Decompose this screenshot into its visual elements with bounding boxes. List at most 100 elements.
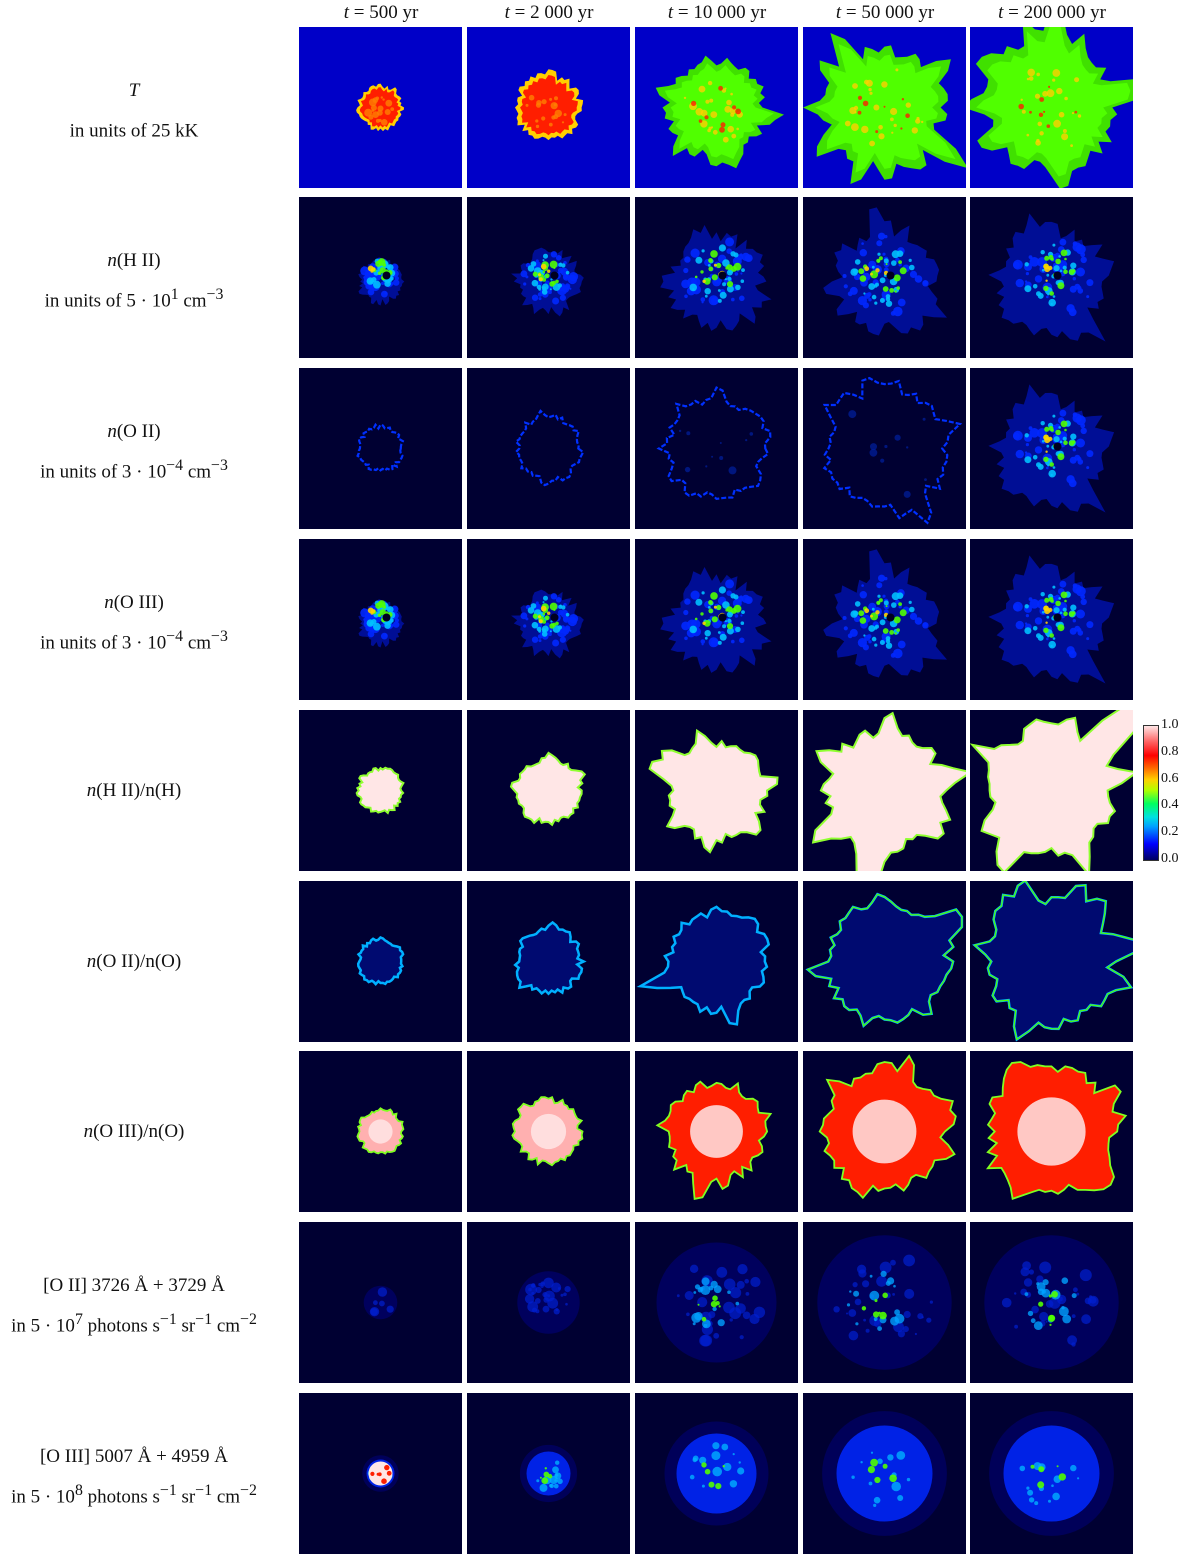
map-panel-r2-c4 [970,368,1133,529]
row-label-6: n(O III)/n(O) [0,1115,268,1149]
map-panel-r4-c3 [803,710,966,871]
column-header-value: = 200 000 yr [1003,2,1106,23]
colorbar-tick: 1.0 [1161,717,1179,732]
row-label-line1: [O II] 3726 Å + 3729 Å [0,1269,268,1303]
map-panel-r1-c2 [635,197,798,358]
units-text-a: in units of 3 · 10 [40,460,167,482]
map-panel-r3-c0 [299,539,462,700]
map-panel-r0-c2 [635,27,798,188]
row-label-line1: n(O II) [0,415,268,449]
units-text-b: cm [183,460,212,482]
row-label-2: n(O II) in units of 3 · 10−4 cm−3 [0,415,268,489]
row-label-symbol: n [86,779,97,801]
row-label-line1: n(O III)/n(O) [0,1115,268,1149]
row-label-units: in 5 · 107 photons s−1 sr−1 cm−2 [0,1303,268,1343]
units-exp-a: 7 [74,1310,83,1328]
column-header-4: t = 200 000 yr [970,2,1134,24]
map-panel-r5-c2 [635,881,798,1042]
column-header-value: = 10 000 yr [673,2,767,23]
map-panel-r2-c3 [803,368,966,529]
map-panel-r8-c1 [467,1393,630,1554]
column-header-var: t [343,2,349,23]
map-panel-r0-c1 [467,27,630,188]
column-header-3: t = 50 000 yr [803,2,967,24]
column-header-var: t [504,2,510,23]
row-label-units: in 5 · 108 photons s−1 sr−1 cm−2 [0,1474,268,1514]
row-label-quantity: [O III] 5007 Å + 4959 Å [39,1445,228,1467]
row-label-line1: [O III] 5007 Å + 4959 Å [0,1440,268,1474]
row-label-units: in units of 3 · 10−4 cm−3 [0,449,268,489]
map-panel-r4-c2 [635,710,798,871]
column-header-2: t = 10 000 yr [635,2,799,24]
map-panel-r5-c1 [467,881,630,1042]
row-label-quantity: (O II)/n(O) [96,950,182,972]
map-panel-r1-c3 [803,197,966,358]
row-label-symbol: n [86,950,97,972]
column-header-value: = 500 yr [348,2,419,23]
column-header-value: = 50 000 yr [841,2,935,23]
column-headers: t = 500 yr t = 2 000 yr t = 10 000 yr t = 5… [0,0,1200,26]
units-text-c: sr [176,1314,196,1336]
map-panel-r7-c4 [970,1222,1133,1383]
map-panel-r2-c1 [467,368,630,529]
map-panel-r7-c1 [467,1222,630,1383]
row-label-quantity: (H II) [116,249,161,271]
map-panel-r4-c1 [467,710,630,871]
units-exp-b: −1 [159,1481,177,1499]
units-text-b: cm [183,631,212,653]
units-text-d: cm [212,1485,241,1507]
map-panel-r7-c0 [299,1222,462,1383]
row-label-symbol: n [107,420,117,442]
units-exp-d: −2 [240,1481,257,1499]
units-text-a: in units of 5 · 10 [44,289,171,311]
row-label-line1: n(O III) [0,586,268,620]
row-label-quantity: (O III)/n(O) [93,1120,185,1142]
map-panel-r4-c4 [970,710,1133,871]
row-label-quantity: (O III) [113,591,164,613]
map-panel-r6-c1 [467,1051,630,1212]
units-text-b: photons s [82,1485,160,1507]
row-label-7: [O II] 3726 Å + 3729 Å in 5 · 107 photons… [0,1269,268,1343]
map-panel-r8-c0 [299,1393,462,1554]
row-label-quantity: (O II) [116,420,161,442]
colorbar-tick: 0.8 [1161,743,1179,759]
row-label-line1: n(O II)/n(O) [0,945,268,979]
map-panel-r2-c0 [299,368,462,529]
row-label-5: n(O II)/n(O) [0,945,268,979]
map-panel-r6-c0 [299,1051,462,1212]
units-exp-b: −3 [211,627,228,645]
colorbar-tick: 0.6 [1161,770,1179,786]
map-panel-r3-c2 [635,539,798,700]
units-exp-b: −1 [159,1310,177,1328]
units-text-a: in 5 · 10 [11,1314,75,1336]
map-panel-r0-c3 [803,27,966,188]
map-panel-r6-c4 [970,1051,1133,1212]
colorbar: 1.0 0.8 0.6 0.4 0.2 0.0 [1143,717,1200,866]
units-exp-c: −1 [195,1310,213,1328]
map-panel-r3-c4 [970,539,1133,700]
map-panel-r3-c3 [803,539,966,700]
map-panel-r7-c2 [635,1222,798,1383]
column-header-var: t [667,2,674,23]
map-panel-r1-c0 [299,197,462,358]
column-header-0: t = 500 yr [299,2,463,24]
units-text-c: sr [176,1485,196,1507]
units-exp-c: −1 [195,1481,213,1499]
units-exp-a: 8 [74,1481,83,1499]
row-label-symbol: n [104,591,114,613]
map-panel-r5-c0 [299,881,462,1042]
map-panel-r0-c0 [299,27,462,188]
row-label-8: [O III] 5007 Å + 4959 Å in 5 · 108 photon… [0,1440,268,1514]
column-header-1: t = 2 000 yr [467,2,631,24]
row-label-line1: n(H II) [0,244,268,278]
units-text-b: cm [178,289,207,311]
row-label-1: n(H II) in units of 5 · 101 cm−3 [0,244,268,318]
units-exp-a: −4 [166,456,184,474]
row-label-units: in units of 5 · 101 cm−3 [0,278,268,318]
row-label-symbol: n [107,249,117,271]
map-panel-r1-c4 [970,197,1133,358]
row-label-units: in units of 25 kK [0,108,268,148]
map-panel-r6-c3 [803,1051,966,1212]
map-panel-r5-c4 [970,881,1133,1042]
